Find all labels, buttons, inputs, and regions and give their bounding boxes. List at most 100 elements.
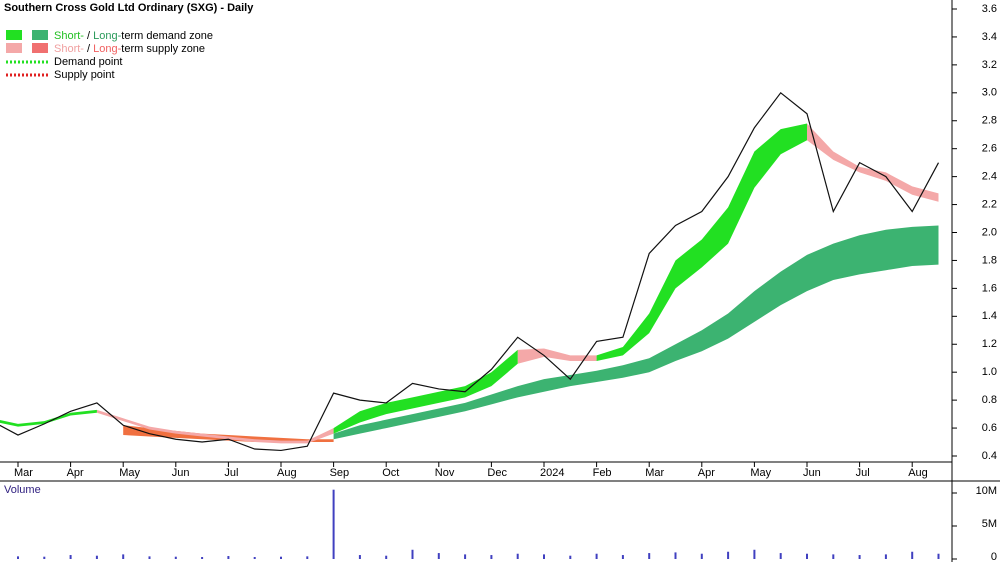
x-tick-label: Nov [435, 467, 455, 479]
volume-bar [674, 552, 677, 559]
zone-band [807, 123, 939, 202]
volume-bar [306, 556, 309, 559]
x-tick-label: Apr [698, 467, 715, 479]
x-tick-label: Aug [277, 467, 297, 479]
x-tick-label: May [750, 467, 771, 479]
y-tick-label: 2.8 [982, 115, 997, 127]
volume-bar [753, 549, 756, 559]
x-tick-label: 2024 [540, 467, 564, 479]
y-tick-label: 1.0 [982, 366, 997, 378]
volume-bar [332, 489, 335, 559]
volume-title: Volume [4, 484, 41, 496]
legend-part: Short- [54, 43, 84, 55]
legend: Short- / Long-term demand zone Short- / … [6, 30, 213, 81]
volume-bar [227, 556, 230, 559]
volume-bar [174, 556, 177, 559]
legend-text: Supply point [54, 69, 115, 81]
x-tick-label: Apr [67, 467, 84, 479]
volume-bar [464, 554, 467, 559]
volume-bar [858, 555, 861, 559]
legend-part: Long- [93, 30, 121, 42]
volume-bar [832, 554, 835, 559]
y-tick-label: 1.6 [982, 282, 997, 294]
zone-band [0, 409, 97, 427]
x-tick-label: Jun [803, 467, 821, 479]
y-tick-label: 1.8 [982, 254, 997, 266]
volume-bar [95, 555, 98, 559]
volume-bar [69, 555, 72, 559]
volume-bar [648, 553, 651, 559]
y-tick-label: 2.2 [982, 198, 997, 210]
volume-bar [122, 554, 125, 559]
y-tick-label: 2.6 [982, 143, 997, 155]
y-tick-label: 3.2 [982, 59, 997, 71]
volume-bar [17, 556, 19, 559]
volume-bar [595, 553, 598, 559]
x-tick-label: Jun [172, 467, 190, 479]
y-tick-label: 1.2 [982, 338, 997, 350]
y-tick-label: 0 [991, 551, 997, 562]
volume-bar [385, 555, 388, 559]
volume-bar [43, 556, 46, 559]
y-tick-label: 3.6 [982, 3, 997, 15]
y-tick-label: 0.8 [982, 394, 997, 406]
volume-bar [201, 557, 204, 559]
volume-bar [700, 553, 703, 559]
y-tick-label: 10M [976, 485, 997, 497]
x-tick-label: Aug [908, 467, 928, 479]
legend-swatch [6, 30, 22, 40]
zone-band [517, 348, 597, 364]
x-tick-label: Jul [224, 467, 238, 479]
legend-part: Long- [93, 43, 121, 55]
legend-part: / [84, 30, 93, 42]
zone-band [596, 123, 807, 362]
volume-bar [411, 549, 414, 559]
y-tick-label: 1.4 [982, 310, 997, 322]
x-tick-label: Sep [330, 467, 350, 479]
volume-bar [516, 553, 519, 559]
x-tick-label: Feb [593, 467, 612, 479]
volume-bar [884, 554, 887, 559]
volume-bar [253, 557, 256, 559]
volume-bar [621, 555, 624, 559]
volume-bar [937, 553, 940, 559]
volume-bar [727, 551, 730, 559]
legend-text: Demand point [54, 56, 123, 68]
legend-text: Short- / Long-term demand zone [54, 30, 213, 42]
y-tick-label: 3.4 [982, 31, 997, 43]
legend-part: term supply zone [121, 43, 205, 55]
y-tick-label: 5M [982, 518, 997, 530]
y-tick-label: 2.4 [982, 171, 997, 183]
volume-bar [806, 553, 808, 559]
legend-swatch [32, 43, 48, 53]
legend-part: / [84, 43, 93, 55]
volume-bar [543, 554, 545, 559]
x-tick-label: Dec [487, 467, 507, 479]
x-tick-label: Oct [382, 467, 399, 479]
volume-bar [437, 553, 440, 559]
y-tick-label: 0.4 [982, 450, 997, 462]
volume-plot [17, 489, 940, 559]
x-tick-label: May [119, 467, 140, 479]
y-tick-label: 3.0 [982, 87, 997, 99]
volume-bar [280, 556, 282, 559]
volume-bar [358, 555, 361, 559]
zone-band [123, 425, 334, 443]
volume-bar [779, 553, 782, 559]
volume-bar [569, 555, 572, 559]
volume-bar [148, 556, 151, 559]
legend-part: term demand zone [121, 30, 213, 42]
y-tick-label: 2.0 [982, 226, 997, 238]
legend-text: Short- / Long-term supply zone [54, 43, 205, 55]
legend-part: Short- [54, 30, 84, 42]
chart-title: Southern Cross Gold Ltd Ordinary (SXG) -… [4, 2, 254, 14]
zone-band [333, 349, 518, 434]
price-line [0, 91, 940, 452]
x-tick-label: Mar [645, 467, 664, 479]
legend-swatch [32, 30, 48, 40]
y-tick-label: 0.6 [982, 422, 997, 434]
volume-bar [911, 551, 914, 559]
legend-swatch [6, 43, 22, 53]
x-tick-label: Jul [856, 467, 870, 479]
